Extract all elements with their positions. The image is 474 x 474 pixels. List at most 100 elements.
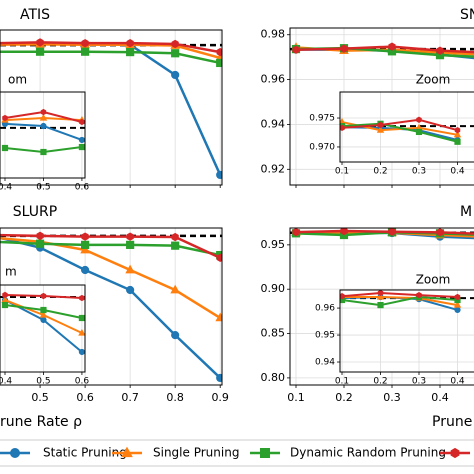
plot-group [0, 228, 222, 385]
marker [454, 127, 461, 134]
x-tick-label: 0.5 [36, 377, 50, 387]
marker [126, 240, 135, 249]
marker [216, 47, 222, 57]
marker [171, 241, 180, 250]
marker [216, 170, 222, 180]
marker [453, 130, 462, 138]
marker [40, 316, 47, 324]
marker [416, 116, 422, 123]
legend-label: Dynamic Random Pruning [290, 446, 446, 460]
marker [340, 293, 345, 300]
x-axis-label: rune Rate ρ [0, 414, 82, 430]
marker [171, 70, 180, 80]
marker [39, 310, 48, 318]
plot-area [0, 92, 85, 178]
y-tick-label: 0.95 [315, 331, 335, 341]
marker [78, 348, 85, 356]
marker [81, 240, 90, 249]
marker [436, 228, 444, 237]
x-tick-label: 0.7 [121, 391, 139, 404]
series-line [341, 291, 458, 299]
plot-group [290, 28, 474, 185]
marker [216, 58, 222, 68]
marker [377, 290, 384, 297]
marker [171, 331, 180, 340]
x-tick-label: 0.6 [75, 377, 90, 387]
marker [10, 448, 20, 458]
series-line [0, 236, 221, 319]
chart-title: Zoom [416, 273, 451, 287]
marker [40, 122, 47, 130]
x-tick-label: 0.2 [373, 167, 387, 177]
plot-frame [0, 227, 223, 386]
marker [78, 143, 85, 151]
marker [36, 38, 44, 47]
marker [171, 49, 180, 58]
plot-frame [339, 91, 474, 163]
y-tick-label: 0.94 [261, 117, 286, 130]
plot-frame [0, 284, 86, 373]
marker [416, 291, 422, 299]
legend-label: Static Pruning [43, 446, 127, 460]
marker [1, 301, 9, 309]
x-tick-label: 0.4 [450, 167, 465, 177]
marker [216, 373, 222, 383]
x-tick-label: 0.2 [373, 377, 387, 387]
x-tick-label: 0.4 [431, 391, 449, 404]
plot-frame [339, 289, 474, 373]
marker [79, 118, 85, 126]
marker [1, 144, 9, 152]
x-tick-label: 0.6 [76, 391, 94, 404]
marker [35, 47, 45, 56]
x-tick-label: 0.4 [450, 377, 465, 387]
y-tick-label: 0.94 [315, 358, 335, 368]
plot-frame [289, 27, 474, 186]
marker [260, 448, 270, 458]
marker [436, 46, 444, 55]
x-tick-label: 0.3 [412, 167, 426, 177]
marker [78, 314, 85, 322]
x-tick-label: 0.1 [335, 167, 349, 177]
plot-frame [0, 29, 223, 186]
marker [377, 121, 384, 129]
marker [376, 292, 385, 300]
marker [292, 228, 300, 237]
marker [415, 128, 423, 136]
marker [454, 138, 461, 145]
marker [126, 38, 134, 48]
x-tick-label: 0.8 [166, 391, 184, 404]
plot-group [290, 228, 474, 385]
plot-group [340, 290, 474, 372]
marker [81, 38, 89, 48]
marker [340, 124, 345, 132]
plot-frame [0, 91, 86, 179]
marker [171, 39, 179, 49]
series-line [341, 296, 458, 307]
marker [170, 284, 180, 294]
marker [40, 292, 47, 300]
marker [40, 148, 47, 156]
series-line [0, 43, 221, 60]
marker [388, 228, 396, 236]
marker [40, 108, 47, 116]
marker [126, 285, 135, 295]
marker [2, 291, 8, 299]
marker [36, 231, 44, 241]
marker [78, 136, 85, 144]
plot-frame [289, 227, 474, 386]
x-tick-label: 0.9 [211, 391, 229, 404]
y-tick-label: 0.96 [315, 304, 335, 314]
legend-label: Single Pruning [153, 446, 239, 460]
x-tick-label: 0.4 [0, 183, 12, 193]
marker [2, 114, 8, 122]
marker [454, 293, 461, 301]
x-tick-label: 0.1 [335, 377, 349, 387]
marker [340, 228, 348, 236]
y-tick-label: 0.970 [309, 142, 335, 152]
x-tick-label: 0.1 [287, 391, 305, 404]
plot-group [0, 30, 222, 185]
x-axis-label: Prune [432, 414, 472, 430]
chart-title: ATIS [20, 7, 50, 23]
marker [216, 253, 222, 263]
